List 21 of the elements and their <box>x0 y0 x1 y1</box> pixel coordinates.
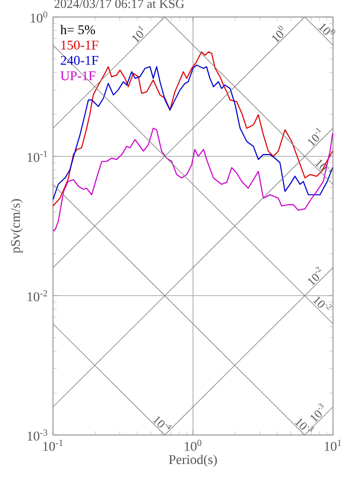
annotation: 10$^{-2}$ <box>312 296 332 310</box>
y-tick-label: 10$^{-2}$ <box>28 290 48 302</box>
x-tick-label: 10$^{0}$ <box>184 440 202 451</box>
legend-title: h= 5% <box>60 24 96 34</box>
y-axis-title: pSv(cm/s) <box>10 199 23 254</box>
y-tick-label: 10$^{-3}$ <box>28 429 48 441</box>
annotation: 10$^{-2}$ <box>308 266 322 286</box>
y-tick-label: 10$^{-1}$ <box>28 150 48 162</box>
annotation: 10$^{0}$ <box>272 26 284 43</box>
annotation: 10$^{-1}$ <box>314 160 334 173</box>
series-label: 150-1F <box>61 40 98 50</box>
annotation: 10$^{-1}$ <box>308 128 322 146</box>
annotation: 10$^{-4}$ <box>152 416 172 430</box>
text: UP-1F <box>60 71 96 80</box>
x-tick-label: 10$^{-1}$ <box>43 440 63 451</box>
x-tick-label: 10$^{1}$ <box>324 440 342 451</box>
y-tick-label: 10$^{0}$ <box>30 11 48 23</box>
annotation: 10$^{0}$ <box>318 24 336 35</box>
annotation: 10$^{1}$ <box>132 26 144 43</box>
x-axis-title: Period(s) <box>168 454 217 467</box>
series-label: 240-1F <box>60 56 98 65</box>
